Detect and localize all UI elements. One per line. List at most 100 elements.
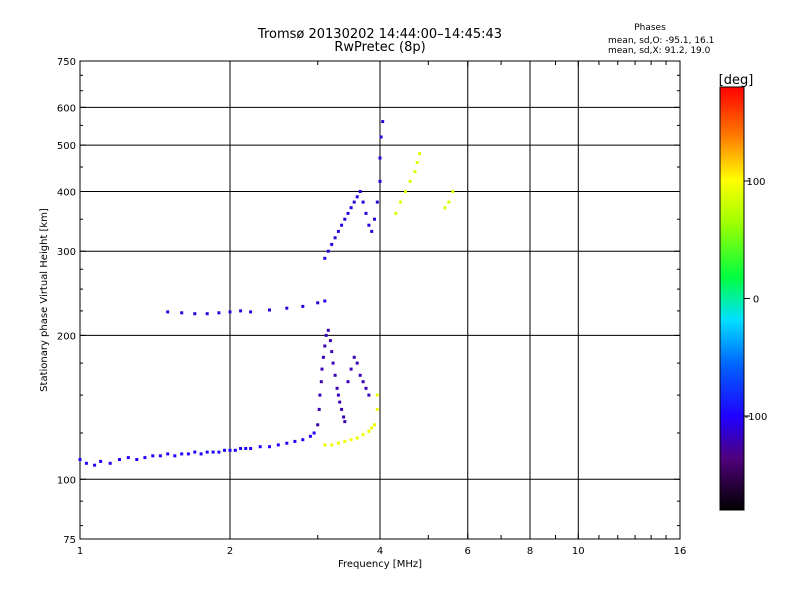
y-tick-label: 75 — [63, 535, 76, 546]
data-point — [330, 350, 334, 354]
data-point — [211, 450, 215, 454]
data-point — [217, 311, 221, 315]
data-point — [379, 135, 383, 139]
colorbar — [719, 86, 745, 511]
data-point — [166, 452, 170, 456]
data-point — [312, 431, 316, 435]
data-point — [99, 459, 103, 463]
data-point — [370, 229, 374, 233]
data-point — [375, 200, 379, 204]
data-point — [249, 447, 253, 450]
data-point — [258, 445, 262, 449]
data-point — [367, 429, 371, 433]
data-point — [180, 311, 184, 315]
data-point — [268, 445, 271, 449]
data-point — [349, 438, 353, 442]
data-point — [239, 447, 243, 450]
data-point — [199, 452, 203, 456]
data-point — [375, 393, 379, 397]
x-tick-label: 16 — [674, 546, 687, 557]
data-point — [381, 120, 385, 124]
y-tick-label: 750 — [57, 57, 76, 68]
data-point — [223, 448, 226, 452]
data-point — [239, 309, 243, 313]
data-point — [330, 443, 334, 447]
data-point — [367, 223, 371, 227]
data-point — [358, 190, 362, 193]
data-point — [352, 200, 356, 204]
data-point — [338, 400, 342, 404]
y-axis-label: Stationary phase Virtual Height [km] — [39, 208, 50, 392]
phase-mean-x: mean, sd,X: 91.2, 19.0 — [608, 46, 711, 56]
x-axis-label: Frequency [MHz] — [338, 559, 422, 570]
data-point — [343, 439, 347, 443]
data-point — [205, 312, 209, 316]
data-point — [340, 223, 344, 227]
chart-subtitle: RwPretec (8p) — [334, 40, 425, 55]
colorbar-tick-label: 100 — [746, 177, 765, 188]
data-point — [158, 454, 162, 458]
data-point — [285, 441, 289, 445]
data-point — [118, 458, 121, 461]
data-point — [331, 361, 335, 365]
data-point — [228, 310, 232, 314]
data-point — [358, 373, 362, 377]
data-point — [321, 355, 325, 359]
data-point — [346, 211, 350, 215]
data-point — [375, 407, 379, 411]
data-point — [413, 170, 417, 174]
data-point — [352, 355, 356, 359]
colorbar-label: [deg] — [719, 73, 754, 88]
data-point — [301, 304, 305, 308]
y-tick-label: 600 — [57, 103, 76, 114]
data-point — [326, 328, 330, 332]
data-point — [343, 217, 347, 221]
grid-lines — [80, 61, 680, 539]
x-tick-label: 4 — [377, 546, 383, 557]
data-point — [394, 211, 398, 215]
data-points — [78, 120, 455, 467]
colorbar-tick-label: 0 — [753, 295, 759, 306]
data-point — [285, 306, 289, 310]
data-point — [108, 461, 112, 465]
data-point — [378, 179, 382, 183]
data-point — [323, 344, 327, 348]
y-tick-label: 400 — [57, 187, 76, 198]
data-point — [333, 236, 337, 240]
data-point — [316, 301, 320, 305]
data-point — [451, 190, 455, 193]
data-point — [84, 461, 88, 465]
data-point — [349, 367, 353, 371]
data-point — [408, 179, 412, 183]
data-point — [228, 448, 232, 452]
data-point — [346, 380, 350, 384]
data-point — [135, 458, 139, 461]
x-tick-label: 6 — [465, 546, 471, 557]
x-tick-label: 2 — [227, 546, 233, 557]
data-point — [323, 443, 327, 447]
data-point — [308, 434, 312, 438]
data-point — [193, 312, 197, 316]
chart-title: Tromsø 20130202 14:44:00–14:45:43 — [257, 27, 502, 42]
y-tick-label: 200 — [57, 331, 76, 342]
phase-mean-o: mean, sd,O: -95.1, 16.1 — [608, 36, 714, 46]
data-point — [355, 195, 359, 199]
data-point — [370, 426, 374, 430]
data-point — [320, 367, 324, 371]
data-point — [173, 454, 177, 458]
data-point — [335, 386, 339, 390]
data-point — [355, 436, 359, 440]
axis-ticks: 1 2 4 6 8 10 16 75 100 200 300 400 500 600 750 — [57, 57, 686, 557]
data-point — [317, 407, 321, 411]
data-point — [340, 407, 344, 411]
x-tick-label: 8 — [527, 546, 533, 557]
data-point — [378, 156, 382, 160]
colorbar-tick-label: -100 — [745, 412, 768, 423]
data-point — [316, 423, 320, 427]
data-point — [399, 200, 403, 204]
data-point — [93, 463, 97, 467]
phase-title: Phases — [634, 23, 666, 33]
data-point — [276, 443, 280, 447]
data-point — [355, 361, 359, 365]
